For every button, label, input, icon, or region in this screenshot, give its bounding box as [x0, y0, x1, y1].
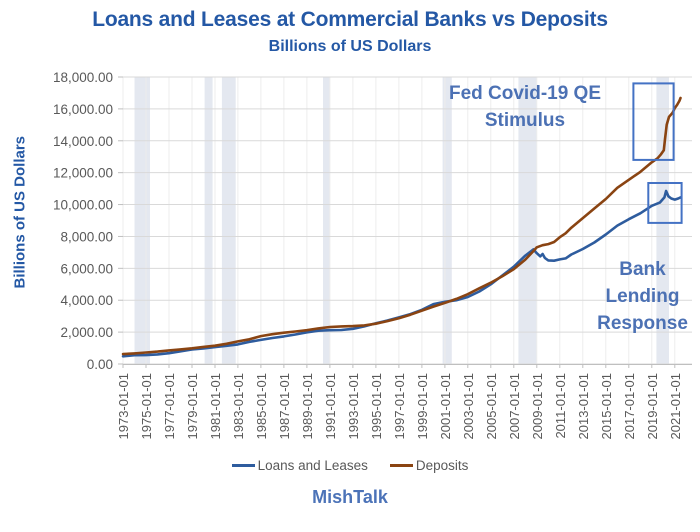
recession-band	[134, 77, 150, 364]
legend-item-loans: Loans and Leases	[231, 458, 368, 473]
y-tick-label: 0.00	[87, 357, 113, 372]
x-tick-label: 2003-01-01	[461, 373, 476, 440]
chart-subtitle: Billions of US Dollars	[268, 38, 432, 55]
y-tick-label: 8,000.00	[60, 229, 113, 244]
x-tick-label: 1999-01-01	[415, 373, 430, 440]
x-tick-label: 2017-01-01	[622, 373, 637, 440]
y-tick-label: 10,000.00	[53, 198, 113, 213]
legend-item-deposits: Deposits	[389, 458, 469, 473]
x-tick-label: 1989-01-01	[300, 373, 315, 440]
x-tick-label: 2009-01-01	[530, 373, 545, 440]
x-tick-label: 1993-01-01	[346, 373, 361, 440]
x-tick-label: 1979-01-01	[185, 373, 200, 440]
x-tick-label: 1997-01-01	[392, 373, 407, 440]
annotation-fed-qe-stimulus: Fed Covid-19 QE Stimulus	[448, 83, 602, 131]
legend: Loans and Leases Deposits	[0, 458, 700, 473]
y-tick-label: 12,000.00	[53, 166, 113, 181]
recession-band	[323, 77, 330, 364]
x-tick-label: 2013-01-01	[576, 373, 591, 440]
y-tick-label: 14,000.00	[53, 134, 113, 149]
y-tick-label: 16,000.00	[53, 102, 113, 117]
x-tick-label: 1973-01-01	[116, 373, 131, 440]
y-tick-label: 18,000.00	[53, 70, 113, 85]
x-tick-label: 1983-01-01	[231, 373, 246, 440]
callout-box-fed-qe-deposits-spike	[632, 82, 675, 161]
recession-band	[204, 77, 213, 364]
recession-band	[221, 77, 236, 364]
x-tick-label: 2021-01-01	[668, 373, 683, 440]
x-tick-label: 1985-01-01	[254, 373, 269, 440]
legend-label-deposits: Deposits	[415, 458, 469, 473]
x-tick-label: 1995-01-01	[369, 373, 384, 440]
legend-label-loans: Loans and Leases	[257, 458, 368, 473]
brand-footer: MishTalk	[312, 487, 388, 507]
x-tick-label: 1991-01-01	[323, 373, 338, 440]
x-tick-label: 1977-01-01	[162, 373, 177, 440]
recession-band	[442, 77, 452, 364]
y-tick-label: 2,000.00	[60, 325, 113, 340]
y-tick-label: 4,000.00	[60, 293, 113, 308]
x-tick-label: 1987-01-01	[277, 373, 292, 440]
x-tick-label: 2015-01-01	[599, 373, 614, 440]
x-tick-label: 2001-01-01	[438, 373, 453, 440]
x-tick-label: 2011-01-01	[553, 373, 568, 439]
deposits-line-swatch	[389, 464, 413, 467]
loans-series-line	[121, 189, 682, 358]
annotation-bank-lending-response: Bank Lending Response	[597, 259, 688, 334]
x-tick-label: 2005-01-01	[484, 373, 499, 440]
recession-band	[656, 77, 669, 364]
y-tick-label: 6,000.00	[60, 261, 113, 276]
loans-line-swatch	[231, 464, 255, 467]
x-tick-label: 1981-01-01	[208, 373, 223, 440]
chart-title: Loans and Leases at Commercial Banks vs …	[92, 8, 608, 31]
x-tick-label: 2019-01-01	[645, 373, 660, 440]
x-tick-label: 1975-01-01	[139, 373, 154, 440]
callout-box-bank-lending-loans-spike	[647, 182, 683, 224]
recession-band	[518, 77, 537, 364]
x-tick-label: 2007-01-01	[507, 373, 522, 440]
